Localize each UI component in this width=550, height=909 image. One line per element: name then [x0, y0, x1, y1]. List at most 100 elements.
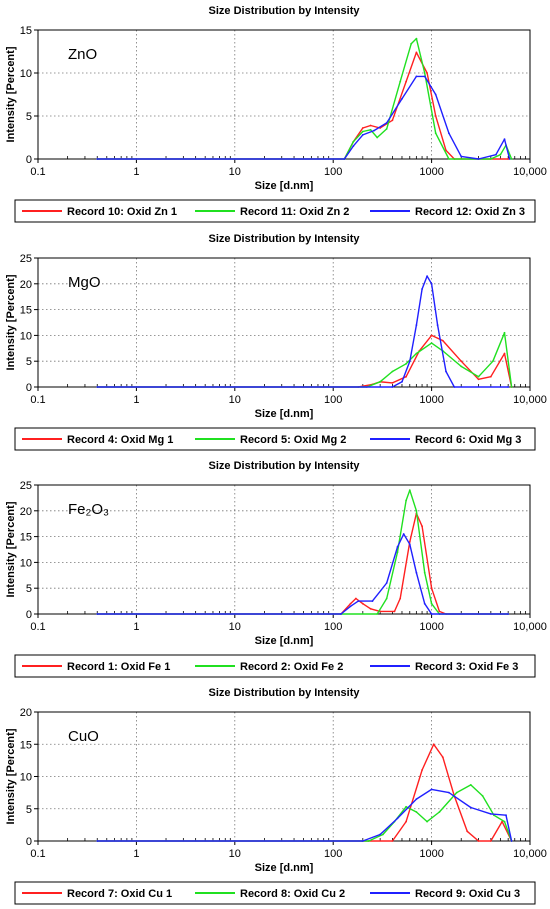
data-point — [415, 37, 418, 40]
data-point — [499, 153, 502, 156]
data-point — [495, 153, 497, 156]
data-point — [510, 386, 513, 388]
data-point — [453, 386, 456, 388]
data-point — [434, 132, 437, 135]
legend: Record 4: Oxid Mg 1 Record 5: Oxid Mg 2 Re… — [14, 427, 536, 451]
data-point — [438, 610, 441, 613]
data-point — [415, 571, 418, 574]
data-point — [376, 613, 379, 615]
data-point — [430, 613, 433, 615]
data-point — [415, 509, 418, 512]
data-point — [361, 840, 364, 842]
data-point — [421, 769, 423, 771]
y-axis-label: Intensity [Percent] — [5, 501, 17, 597]
series-line — [97, 788, 513, 842]
data-point — [481, 795, 484, 797]
data-point — [401, 380, 403, 383]
x-tick-label: 10,000 — [513, 394, 547, 406]
chart-title: Size Distribution by Intensity — [209, 5, 361, 17]
data-point — [405, 499, 407, 502]
y-tick-label: 10 — [20, 330, 32, 342]
chart-title: Size Distribution by Intensity — [209, 687, 361, 699]
data-point — [477, 158, 480, 160]
data-point — [382, 833, 384, 836]
data-point — [396, 817, 399, 820]
data-point — [466, 830, 469, 833]
series-3 — [96, 75, 511, 160]
data-point — [352, 145, 355, 148]
data-point — [445, 370, 447, 373]
data-point — [477, 378, 480, 381]
x-tick-label: 1 — [133, 394, 139, 406]
data-point — [391, 382, 394, 384]
data-point — [469, 806, 472, 809]
data-point — [96, 840, 99, 842]
data-point — [355, 597, 357, 600]
data-point — [371, 600, 374, 602]
data-point — [489, 813, 492, 815]
y-tick-label: 10 — [20, 772, 32, 784]
data-point — [423, 72, 426, 74]
data-point — [410, 42, 413, 45]
oxide-annotation: ZnO — [68, 46, 97, 63]
data-point — [448, 791, 450, 794]
data-point — [455, 791, 458, 794]
data-point — [510, 158, 513, 160]
data-point — [340, 613, 342, 615]
series-2 — [96, 489, 510, 615]
chart-title: Size Distribution by Intensity — [209, 460, 361, 472]
y-tick-label: 5 — [26, 804, 32, 816]
x-tick-label: 1 — [133, 848, 139, 860]
data-point — [492, 360, 494, 363]
data-point — [379, 833, 381, 836]
x-tick-label: 10 — [229, 848, 241, 860]
x-tick-label: 1000 — [419, 621, 443, 633]
data-point — [430, 602, 433, 605]
data-point — [477, 840, 480, 842]
y-tick-label: 5 — [26, 583, 32, 595]
plot-frame — [37, 711, 531, 842]
data-point — [369, 124, 372, 127]
data-point — [489, 158, 492, 160]
legend-label: Record 3: Oxid Fe 3 — [415, 661, 518, 673]
y-tick-label: 20 — [20, 279, 32, 291]
data-point — [391, 386, 394, 388]
x-tick-label: 10 — [229, 394, 241, 406]
data-point — [408, 543, 411, 546]
x-tick-label: 10 — [229, 166, 241, 178]
y-tick-label: 25 — [20, 253, 32, 265]
x-axis-label: Size [d.nm] — [255, 180, 314, 192]
series-1 — [96, 512, 510, 615]
x-tick-label: 1000 — [419, 394, 443, 406]
x-axis-label: Size [d.nm] — [255, 862, 314, 874]
legend-label: Record 11: Oxid Zn 2 — [240, 206, 349, 218]
data-point — [396, 546, 399, 548]
legend: Record 1: Oxid Fe 1 Record 2: Oxid Fe 2 Re… — [14, 654, 536, 678]
data-point — [399, 80, 402, 83]
y-tick-label: 15 — [20, 25, 32, 37]
y-axis-label: Intensity [Percent] — [5, 728, 17, 824]
data-point — [489, 840, 492, 842]
data-point — [423, 75, 426, 78]
data-point — [460, 360, 463, 363]
data-point — [430, 334, 433, 337]
data-point — [507, 613, 510, 615]
data-point — [402, 533, 405, 535]
data-point — [426, 275, 428, 277]
legend: Record 10: Oxid Zn 1 Record 11: Oxid Zn 2… — [14, 199, 536, 223]
series-3 — [96, 533, 510, 615]
x-tick-label: 0.1 — [30, 394, 45, 406]
data-point — [415, 352, 418, 355]
data-point — [405, 375, 407, 378]
data-point — [430, 788, 433, 791]
chart-title: Size Distribution by Intensity — [209, 233, 361, 245]
data-point — [349, 605, 352, 608]
data-point — [391, 370, 394, 373]
x-tick-label: 100 — [324, 621, 342, 633]
x-tick-label: 1000 — [419, 166, 443, 178]
series-line — [97, 75, 511, 160]
data-point — [430, 282, 433, 285]
x-tick-label: 100 — [324, 848, 342, 860]
